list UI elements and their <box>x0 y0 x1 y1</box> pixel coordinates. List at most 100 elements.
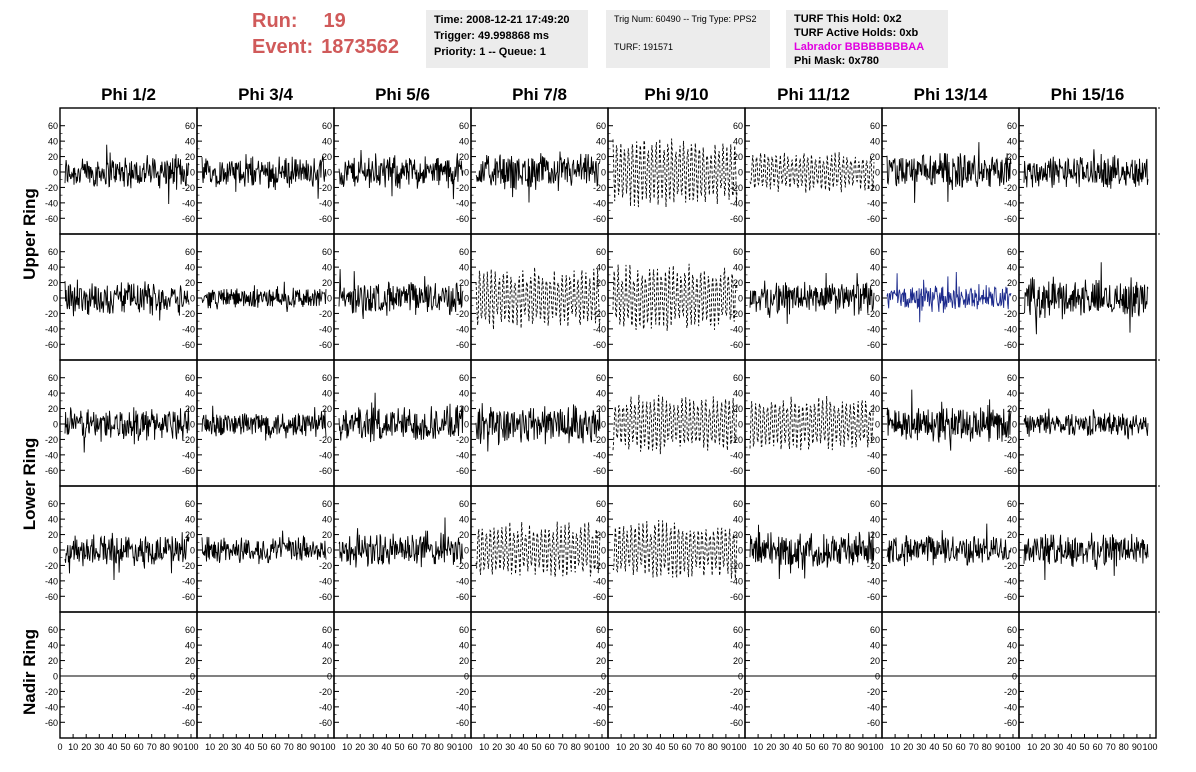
phi-label-4: Phi 7/8 <box>512 85 567 104</box>
waveform-trace <box>201 530 327 565</box>
y-tick-label: -20 <box>867 687 880 697</box>
y-tick-label: -60 <box>319 340 332 350</box>
x-tick-label: 80 <box>708 742 718 752</box>
y-tick-label: -20 <box>730 687 743 697</box>
y-tick-label: 0 <box>327 546 332 556</box>
y-tick-label: 40 <box>870 263 880 273</box>
y-tick-label: -20 <box>1004 561 1017 571</box>
y-tick-label: -40 <box>867 198 880 208</box>
panel-r0-c6: -60 -40 -20 0 20 40 60 <box>867 107 1020 235</box>
waveform-trace <box>886 523 1012 567</box>
y-tick-label: -60 <box>319 592 332 602</box>
y-tick-label: 20 <box>185 278 195 288</box>
priority-text: Priority: 1 -- Queue: 1 <box>434 46 546 58</box>
waveform-trace <box>64 144 190 205</box>
x-tick-label: 50 <box>394 742 404 752</box>
y-tick-label: 20 <box>596 530 606 540</box>
y-tick-label: 40 <box>596 137 606 147</box>
y-tick-label: 60 <box>870 499 880 509</box>
y-tick-label: -40 <box>319 198 332 208</box>
y-tick-label: 60 <box>459 499 469 509</box>
x-tick-label: 60 <box>134 742 144 752</box>
y-tick-label: 40 <box>596 263 606 273</box>
y-tick-label: -20 <box>456 309 469 319</box>
panel-r3-c4: -60 -40 -20 0 20 40 60 <box>593 485 746 613</box>
x-tick-label: 100 <box>457 742 472 752</box>
y-tick-label: 40 <box>459 137 469 147</box>
y-tick-label: 20 <box>459 656 469 666</box>
panel-frame <box>1018 611 1157 739</box>
x-tick-label: 30 <box>505 742 515 752</box>
y-tick-label: 40 <box>459 263 469 273</box>
waveform-trace <box>475 403 601 452</box>
panel-frame <box>333 611 472 739</box>
x-tick-label: 100 <box>731 742 746 752</box>
y-tick-label: 0 <box>190 546 195 556</box>
y-tick-label: 60 <box>185 373 195 383</box>
y-tick-label: -60 <box>456 718 469 728</box>
waveform-trace <box>338 269 464 320</box>
y-tick-label: 60 <box>48 121 58 131</box>
y-tick-label: 60 <box>48 625 58 635</box>
x-tick-label: 40 <box>655 742 665 752</box>
y-tick-label: -20 <box>1004 183 1017 193</box>
y-tick-label: 60 <box>459 625 469 635</box>
y-tick-label: 40 <box>733 137 743 147</box>
y-tick-label: -40 <box>45 324 58 334</box>
y-tick-label: 0 <box>464 168 469 178</box>
panel-r0-c3: -60 -40 -20 0 20 40 60 <box>456 107 609 235</box>
x-tick-label: 50 <box>1079 742 1089 752</box>
x-tick-label: 100 <box>1005 742 1020 752</box>
waveform-trace <box>612 263 738 331</box>
x-tick-label: 100 <box>594 742 609 752</box>
y-tick-label: 20 <box>596 656 606 666</box>
y-tick-label: 40 <box>1007 263 1017 273</box>
y-tick-label: 0 <box>738 546 743 556</box>
y-tick-label: -20 <box>182 183 195 193</box>
y-tick-label: -40 <box>319 576 332 586</box>
y-tick-label: 0 <box>601 420 606 430</box>
panel-r3-c6: -60 -40 -20 0 20 40 60 <box>867 485 1020 613</box>
x-tick-label: 30 <box>94 742 104 752</box>
y-tick-label: 60 <box>322 121 332 131</box>
x-tick-label: 80 <box>982 742 992 752</box>
y-tick-label: 0 <box>464 420 469 430</box>
y-tick-label: 20 <box>1007 152 1017 162</box>
panel-frame <box>607 233 746 361</box>
panel-r1-c0: -60 -40 -20 0 20 40 60 <box>45 233 198 361</box>
y-tick-label: -40 <box>45 450 58 460</box>
y-tick-label: 20 <box>322 278 332 288</box>
panel-frame <box>59 233 198 361</box>
y-tick-label: 20 <box>322 656 332 666</box>
y-tick-label: 20 <box>733 152 743 162</box>
y-tick-label: -40 <box>456 702 469 712</box>
y-tick-label: -40 <box>45 198 58 208</box>
y-tick-label: -40 <box>730 450 743 460</box>
x-tick-label: 90 <box>1132 742 1142 752</box>
y-tick-label: -20 <box>182 435 195 445</box>
y-tick-label: 20 <box>459 152 469 162</box>
y-tick-label: 40 <box>870 641 880 651</box>
x-tick-label: 30 <box>1053 742 1063 752</box>
y-tick-label: 0 <box>738 168 743 178</box>
y-tick-label: -40 <box>593 198 606 208</box>
x-tick-label: 70 <box>147 742 157 752</box>
panel-r2-c2: -60 -40 -20 0 20 40 60 <box>319 359 472 487</box>
y-tick-label: -20 <box>593 183 606 193</box>
panel-r4-c1: -60 -40 -20 0 20 40 60 <box>182 611 335 739</box>
x-tick-label: 80 <box>434 742 444 752</box>
panel-r4-c6: -60 -40 -20 0 20 40 60 <box>867 611 1020 739</box>
x-tick-label: 40 <box>518 742 528 752</box>
waveform-trace <box>201 405 327 441</box>
panel-r0-c5: -60 -40 -20 0 20 40 60 <box>730 107 883 235</box>
x-tick-label: 70 <box>421 742 431 752</box>
y-tick-label: -40 <box>1004 198 1017 208</box>
waveform-trace <box>338 392 464 443</box>
y-tick-label: -20 <box>319 309 332 319</box>
waveform-trace <box>749 272 875 324</box>
y-tick-label: 0 <box>875 420 880 430</box>
y-tick-label: 40 <box>870 389 880 399</box>
y-tick-label: -20 <box>319 435 332 445</box>
y-tick-label: -40 <box>867 324 880 334</box>
panel-r2-c3: -60 -40 -20 0 20 40 60 <box>456 359 609 487</box>
